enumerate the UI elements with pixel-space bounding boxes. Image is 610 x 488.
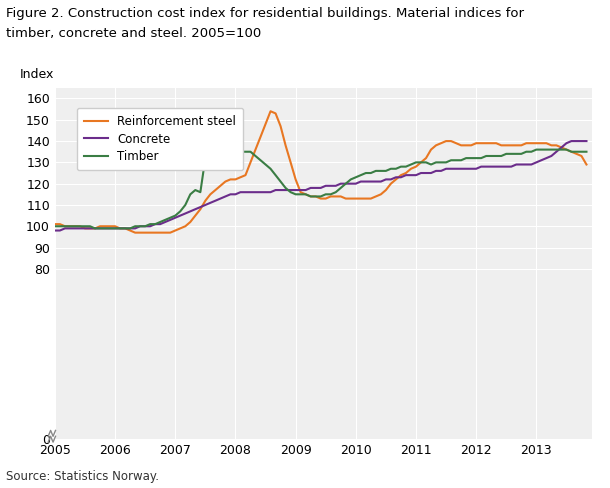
Reinforcement steel [437,140,445,146]
Concrete [453,166,460,172]
Concrete [548,153,555,159]
Reinforcement steel [558,144,565,150]
Concrete [478,163,485,169]
Concrete [212,198,219,203]
Line: Reinforcement steel: Reinforcement steel [55,111,586,233]
Timber [483,153,490,159]
Reinforcement steel [132,230,139,236]
Timber [458,157,465,163]
Reinforcement steel [462,142,470,148]
Timber [92,225,99,231]
Concrete [51,227,59,233]
Line: Timber: Timber [55,150,586,228]
Concrete [523,162,530,167]
Timber [528,149,535,155]
Reinforcement steel [267,108,274,114]
Concrete [568,138,575,144]
Legend: Reinforcement steel, Concrete, Timber: Reinforcement steel, Concrete, Timber [77,108,243,170]
Text: Figure 2. Construction cost index for residential buildings. Material indices fo: Figure 2. Construction cost index for re… [6,7,524,20]
Timber [533,147,540,153]
Text: timber, concrete and steel. 2005=100: timber, concrete and steel. 2005=100 [6,27,261,40]
Line: Concrete: Concrete [55,141,586,230]
Timber [51,224,59,229]
Reinforcement steel [583,162,590,167]
Text: Index: Index [20,68,54,81]
Reinforcement steel [51,221,59,227]
Reinforcement steel [217,183,224,189]
Reinforcement steel [533,140,540,146]
Timber [432,160,440,165]
Timber [217,155,224,161]
Timber [558,147,565,153]
Text: Source: Statistics Norway.: Source: Statistics Norway. [6,470,159,483]
Reinforcement steel [487,140,495,146]
Concrete [428,170,435,176]
Concrete [583,138,590,144]
Timber [583,149,590,155]
